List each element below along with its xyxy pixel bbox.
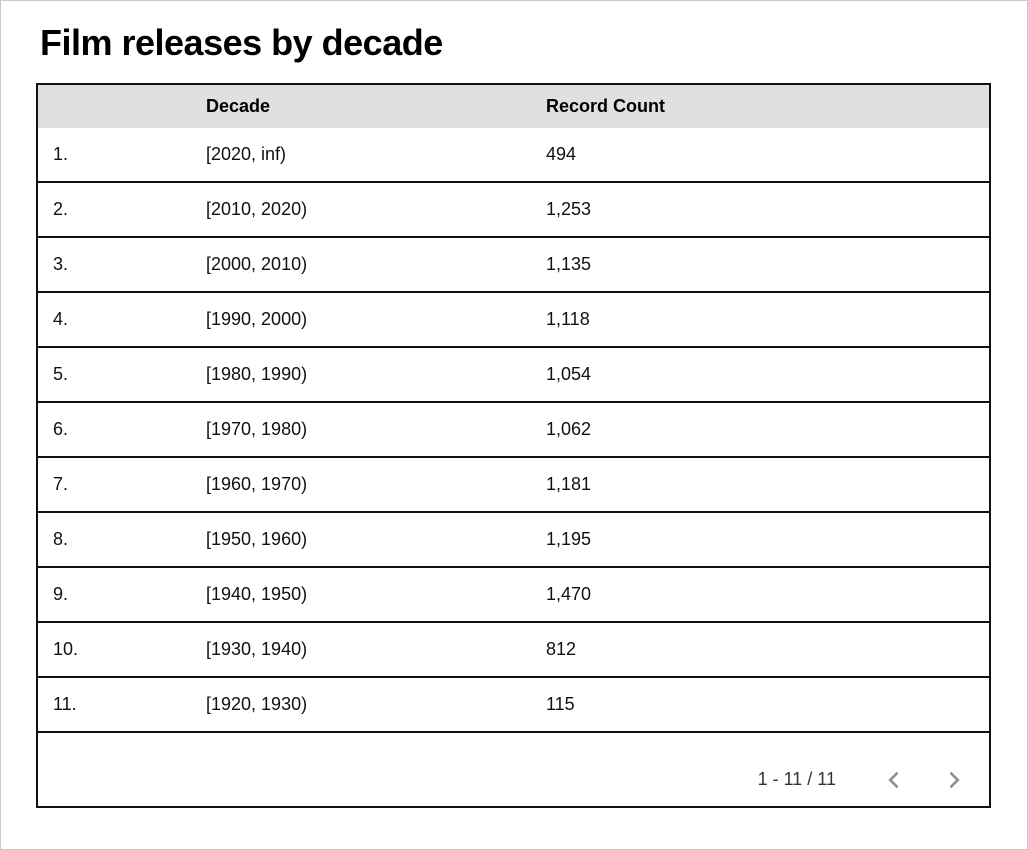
- row-number: 11.: [53, 694, 77, 714]
- pagination-range-label: 1 - 11 / 11: [757, 769, 836, 789]
- table-row: 11. [1920, 1930) 115: [38, 678, 989, 733]
- row-record-count: 494: [546, 144, 577, 164]
- row-decade: [1940, 1950): [206, 584, 308, 604]
- row-decade: [2020, inf): [206, 144, 287, 164]
- row-decade: [1990, 2000): [206, 309, 308, 329]
- row-number: 5.: [53, 364, 69, 384]
- row-number: 10.: [53, 639, 79, 659]
- row-number: 4.: [53, 309, 69, 329]
- table-chart: Decade Record Count 1. [2020, inf) 494 2…: [36, 83, 991, 808]
- page-title: Film releases by decade: [40, 22, 443, 63]
- row-record-count: 1,195: [546, 529, 592, 549]
- row-record-count: 1,181: [546, 474, 592, 494]
- row-number: 2.: [53, 199, 69, 219]
- next-page-button[interactable]: [930, 756, 978, 804]
- table-row: 10. [1930, 1940) 812: [38, 623, 989, 678]
- table-row: 7. [1960, 1970) 1,181: [38, 458, 989, 513]
- row-decade: [1960, 1970): [206, 474, 308, 494]
- row-record-count: 1,054: [546, 364, 592, 384]
- row-decade: [2010, 2020): [206, 199, 308, 219]
- table-pagination: 1 - 11 / 11: [38, 733, 989, 806]
- previous-page-button[interactable]: [870, 756, 918, 804]
- header-record-count[interactable]: Record Count: [546, 96, 665, 116]
- table-row: 5. [1980, 1990) 1,054: [38, 348, 989, 403]
- row-record-count: 1,118: [546, 309, 590, 329]
- table-row: 2. [2010, 2020) 1,253: [38, 183, 989, 238]
- row-decade: [1920, 1930): [206, 694, 308, 714]
- table-row: 3. [2000, 2010) 1,135: [38, 238, 989, 293]
- table-row: 9. [1940, 1950) 1,470: [38, 568, 989, 623]
- row-record-count: 1,253: [546, 199, 592, 219]
- row-record-count: 115: [546, 694, 575, 714]
- table-row: 4. [1990, 2000) 1,118: [38, 293, 989, 348]
- row-number: 8.: [53, 529, 69, 549]
- chevron-right-icon: [942, 768, 966, 792]
- table-row: 6. [1970, 1980) 1,062: [38, 403, 989, 458]
- row-decade: [1950, 1960): [206, 529, 308, 549]
- row-number: 3.: [53, 254, 69, 274]
- table-row: 1. [2020, inf) 494: [38, 128, 989, 183]
- header-decade[interactable]: Decade: [206, 96, 271, 116]
- row-record-count: 812: [546, 639, 577, 659]
- row-record-count: 1,062: [546, 419, 592, 439]
- table-row: 8. [1950, 1960) 1,195: [38, 513, 989, 568]
- table-header-row: Decade Record Count: [38, 85, 989, 128]
- row-decade: [1980, 1990): [206, 364, 308, 384]
- chevron-left-icon: [882, 768, 906, 792]
- row-decade: [1970, 1980): [206, 419, 308, 439]
- row-record-count: 1,135: [546, 254, 592, 274]
- row-decade: [1930, 1940): [206, 639, 308, 659]
- row-decade: [2000, 2010): [206, 254, 308, 274]
- row-number: 7.: [53, 474, 69, 494]
- row-record-count: 1,470: [546, 584, 592, 604]
- row-number: 9.: [53, 584, 69, 604]
- row-number: 6.: [53, 419, 69, 439]
- row-number: 1.: [53, 144, 69, 164]
